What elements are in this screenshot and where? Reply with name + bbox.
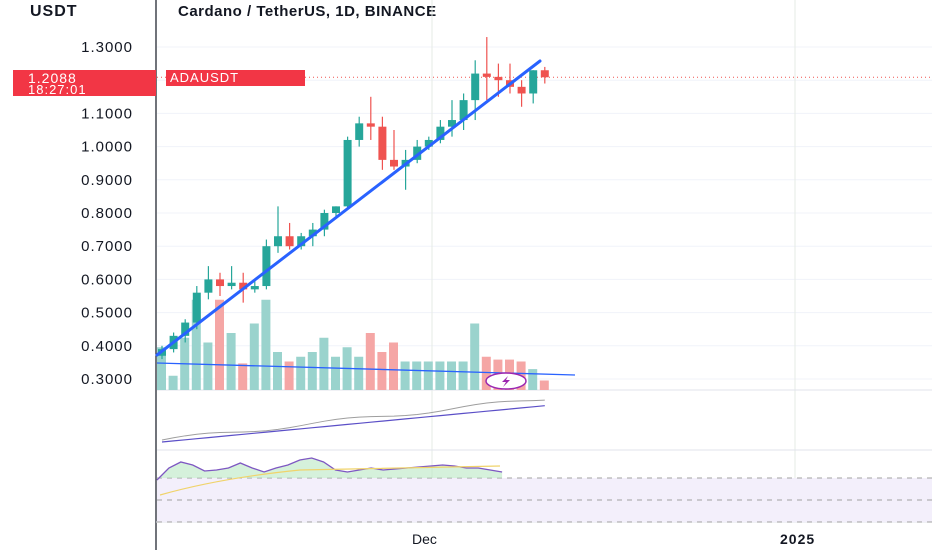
candle-body [308, 229, 317, 237]
volume-bar [261, 299, 271, 390]
last-price: 1.2088 [28, 70, 77, 86]
rsi-line [156, 457, 503, 481]
candle-body [424, 139, 433, 147]
candle-body [448, 120, 456, 127]
candle-body [262, 246, 271, 287]
y-tick-label: 0.7000 [81, 238, 133, 255]
volume-bar [539, 380, 549, 390]
chart-title[interactable]: Cardano / TetherUS, 1D, BINANCE [178, 3, 437, 20]
volume-bar [365, 333, 375, 390]
candle-body [471, 73, 480, 101]
price-badge: 1.2088 18:27:01 [13, 70, 156, 97]
candle-body [413, 146, 422, 160]
volume-bar [168, 375, 178, 390]
y-tick-label: 1.3000 [81, 39, 133, 56]
candle-body [390, 159, 398, 167]
volume-bar [423, 361, 433, 390]
candle-body [227, 282, 236, 287]
candle-body [343, 139, 352, 207]
y-tick-label: 0.5000 [81, 305, 133, 322]
currency-label: USDT [30, 3, 78, 20]
trend-line [155, 59, 542, 357]
y-tick-label: 1.1000 [81, 105, 133, 122]
candle-body [216, 279, 224, 287]
volume-bar [400, 361, 410, 390]
x-label-dec: Dec [412, 531, 437, 547]
volume-bar [226, 333, 236, 390]
candle-body [366, 123, 375, 127]
candle-body [285, 236, 294, 247]
volume-bar [377, 352, 387, 390]
candle-body [459, 100, 468, 121]
volume-bar [354, 356, 364, 390]
candle-body [181, 322, 190, 336]
candle-body [192, 292, 201, 323]
volume-bar [319, 337, 329, 390]
volume-bar [389, 342, 398, 390]
candle-body [378, 126, 387, 160]
volume-bar [296, 356, 306, 390]
volume-bar [458, 361, 468, 390]
candle-body [250, 286, 259, 290]
volume-bar [331, 356, 340, 390]
volume-bar [249, 323, 259, 390]
y-tick-label: 0.9000 [81, 172, 133, 189]
volume-bar [435, 361, 445, 390]
volume-bar [470, 323, 480, 390]
volume-bar [215, 299, 224, 390]
volume-bar [273, 352, 282, 390]
candle-body [482, 73, 491, 77]
volume-bar [481, 356, 491, 390]
candle-body [540, 70, 549, 78]
y-tick-label: 1.0000 [81, 139, 133, 156]
volume-bar [203, 342, 213, 390]
y-tick-label: 0.4000 [81, 338, 133, 355]
symbol-tag: ADAUSDT [166, 70, 305, 86]
y-tick-label: 0.6000 [81, 271, 133, 288]
x-label-2025: 2025 [780, 531, 816, 547]
volume-bar [528, 369, 538, 390]
volume-bar [447, 361, 456, 390]
volume-bar [191, 299, 201, 390]
candle-body [239, 282, 248, 290]
y-tick-label: 0.3000 [81, 371, 133, 388]
candle-body [320, 213, 329, 230]
volume-bar [157, 347, 166, 390]
volume-bar [284, 361, 294, 390]
rsi-band [157, 478, 932, 522]
candle-body [355, 123, 364, 140]
candle-body [332, 206, 340, 213]
candle-body [436, 126, 445, 140]
candle-body [204, 279, 213, 293]
rsi-ma-line [159, 465, 501, 496]
volume-bar [238, 363, 248, 390]
flash-icon-bolt [502, 376, 510, 387]
y-tick-label: 0.8000 [81, 205, 133, 222]
candle-body [529, 70, 538, 94]
candle-body [494, 76, 503, 81]
bar-countdown: 18:27:01 [28, 82, 87, 97]
candle-body [274, 236, 282, 247]
candle-body [517, 86, 526, 94]
candle-body [297, 236, 306, 247]
volume-bar [307, 352, 317, 390]
indicator-line-purple [161, 405, 545, 443]
indicator-line-grey [161, 399, 545, 441]
volume-bar [412, 361, 422, 390]
